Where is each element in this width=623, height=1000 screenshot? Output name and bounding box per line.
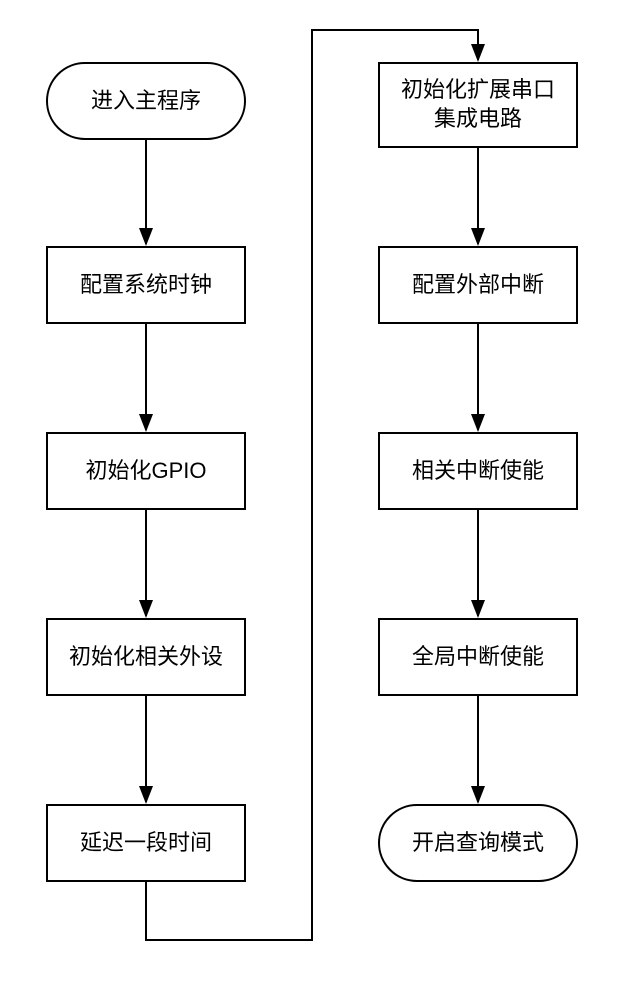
flowchart-node-label: 开启查询模式 <box>412 829 544 858</box>
flowchart-node-label: 初始化扩展串口 集成电路 <box>401 76 555 133</box>
flowchart-node-n8: 全局中断使能 <box>378 618 578 696</box>
flowchart-node-n3: 初始化相关外设 <box>46 618 246 696</box>
flowchart-node-n4: 延迟一段时间 <box>46 804 246 882</box>
flowchart-node-label: 相关中断使能 <box>412 457 544 486</box>
flowchart-node-n1: 配置系统时钟 <box>46 246 246 324</box>
flowchart-node-label: 初始化相关外设 <box>69 643 223 672</box>
flowchart-node-label: 配置系统时钟 <box>80 271 212 300</box>
flowchart-canvas: 进入主程序配置系统时钟初始化GPIO 初始化相关外设延迟一段时间 初始化扩展串口 集… <box>0 0 623 1000</box>
flowchart-node-n7: 相关中断使能 <box>378 432 578 510</box>
flowchart-node-n2: 初始化GPIO <box>46 432 246 510</box>
flowchart-node-label: 延迟一段时间 <box>80 829 212 858</box>
flowchart-node-label: 进入主程序 <box>91 87 201 116</box>
flowchart-node-n9: 开启查询模式 <box>378 804 578 882</box>
flowchart-node-n6: 配置外部中断 <box>378 246 578 324</box>
flowchart-node-label: 配置外部中断 <box>412 271 544 300</box>
flowchart-node-n0: 进入主程序 <box>46 62 246 140</box>
flowchart-node-label: 全局中断使能 <box>412 643 544 672</box>
flowchart-node-n5: 初始化扩展串口 集成电路 <box>378 62 578 148</box>
flowchart-node-label: 初始化GPIO <box>85 457 206 486</box>
